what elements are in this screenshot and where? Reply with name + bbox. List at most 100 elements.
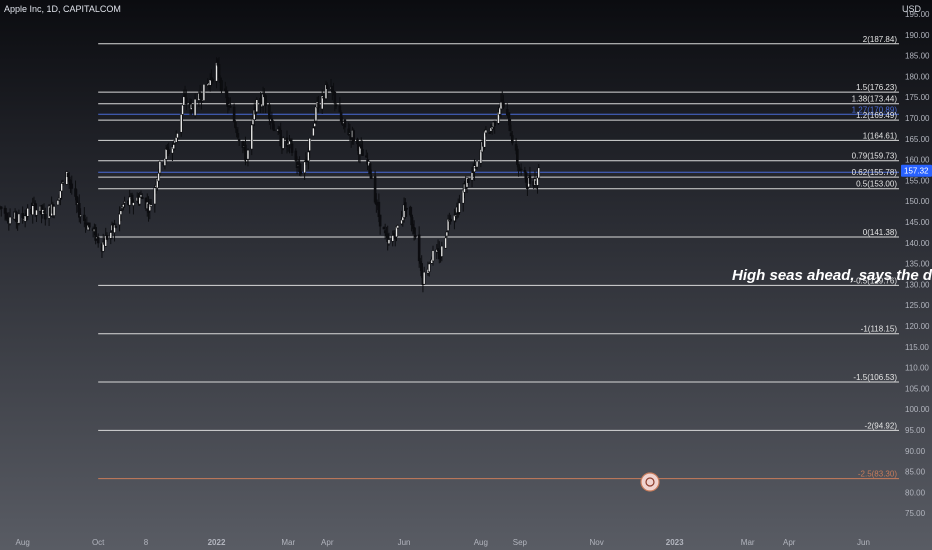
candle xyxy=(96,233,100,248)
candle xyxy=(537,164,541,181)
candle-body xyxy=(405,207,408,210)
candle xyxy=(255,97,259,113)
candle-body xyxy=(382,227,386,230)
candle xyxy=(234,120,237,130)
candle xyxy=(208,73,212,92)
candle-body xyxy=(361,149,364,156)
time-tick-label: Apr xyxy=(321,538,334,547)
candle xyxy=(153,185,157,213)
candle-body xyxy=(325,84,329,89)
candle xyxy=(458,194,461,215)
time-tick-label: Sep xyxy=(513,538,528,547)
candle-body xyxy=(251,118,255,125)
candle-body xyxy=(172,144,176,150)
price-tick-label: 125.00 xyxy=(905,301,930,310)
candle-body xyxy=(120,206,124,209)
candle-body xyxy=(409,206,412,216)
candle xyxy=(246,148,250,167)
price-axis[interactable]: 75.00 80.00 85.00 90.00 95.00 100.00 105.00 110… xyxy=(901,10,932,518)
candle xyxy=(217,57,221,81)
candle-body xyxy=(211,78,215,82)
candle xyxy=(232,103,236,124)
candle-body xyxy=(508,119,512,132)
candle-body xyxy=(246,149,250,160)
candle-body xyxy=(130,194,134,204)
candle xyxy=(167,142,170,157)
candle xyxy=(0,206,3,217)
candle xyxy=(466,178,470,186)
candle-body xyxy=(31,205,35,216)
candle-body xyxy=(294,150,298,161)
candle xyxy=(449,214,452,225)
candle xyxy=(128,189,131,214)
candle xyxy=(519,163,523,176)
price-tick-label: 100.00 xyxy=(905,405,930,414)
symbol-title[interactable]: Apple Inc, 1D, CAPITALCOM xyxy=(4,4,121,14)
candle-body xyxy=(303,161,306,174)
candle-body xyxy=(67,176,71,181)
candle-body xyxy=(52,206,56,216)
candle xyxy=(440,241,444,262)
candle-body xyxy=(182,96,186,106)
time-tick-label: Mar xyxy=(741,538,755,547)
last-price-label: 157.32 xyxy=(904,167,929,176)
time-tick-label: 2023 xyxy=(666,538,684,547)
candle-body xyxy=(516,148,519,165)
candle-body xyxy=(26,207,29,217)
candle-body xyxy=(140,197,144,199)
event-marker[interactable] xyxy=(640,472,660,492)
price-tick-label: 160.00 xyxy=(905,156,930,165)
candle-body xyxy=(229,106,232,108)
candle xyxy=(138,192,142,207)
fib-level-label: -0.5(129.76) xyxy=(853,276,897,285)
overlay-headline: High seas ahead, says the dr xyxy=(732,267,932,284)
candle xyxy=(113,219,116,242)
candle xyxy=(285,130,289,154)
candle xyxy=(224,81,227,93)
candle xyxy=(370,169,373,179)
price-tick-label: 80.00 xyxy=(905,488,926,497)
time-axis[interactable]: Aug Oct 8 2022 Mar Apr Jun Aug Sep Nov 2023 Mar Apr J… xyxy=(16,538,870,547)
candle xyxy=(361,140,364,156)
candle xyxy=(264,94,267,114)
candle-body xyxy=(454,214,457,217)
candle xyxy=(414,228,417,240)
candle xyxy=(268,102,271,125)
candle xyxy=(206,78,209,87)
candle xyxy=(229,97,232,108)
candle xyxy=(444,236,447,249)
candle xyxy=(273,124,276,132)
candle-body xyxy=(356,138,359,145)
fib-level-label: 0.79(159.73) xyxy=(852,152,898,161)
candle-body xyxy=(431,250,435,262)
event-marker-icon[interactable] xyxy=(640,472,660,492)
last-price-badge xyxy=(901,164,932,177)
candle-body xyxy=(198,92,202,99)
fib-retracement-tool[interactable]: 2(187.84) 1.5(176.23) 1.38(173.44)1.27(170… xyxy=(98,35,899,480)
candle xyxy=(42,203,46,215)
fib-level-label: -1(118.15) xyxy=(861,325,898,334)
fib-level-label: 1.2(169.49) xyxy=(856,111,897,120)
price-tick-label: 135.00 xyxy=(905,260,930,269)
candle xyxy=(516,145,519,168)
candle-body xyxy=(314,106,318,122)
candle-body xyxy=(474,166,478,169)
candle-body xyxy=(244,144,247,161)
candle-body xyxy=(271,120,275,130)
price-tick-label: 95.00 xyxy=(905,426,926,435)
candle-body xyxy=(493,120,496,126)
candle xyxy=(417,226,421,268)
candle-body xyxy=(193,98,197,116)
candle-body xyxy=(317,102,320,108)
price-tick-label: 105.00 xyxy=(905,384,930,393)
candle-body xyxy=(220,80,223,91)
candle-body xyxy=(114,226,118,228)
candle-body xyxy=(250,124,254,150)
candle-body xyxy=(377,201,381,218)
candle xyxy=(193,93,197,118)
candle xyxy=(52,204,56,219)
candle-body xyxy=(392,233,396,236)
candle-body xyxy=(298,163,301,173)
candle-body xyxy=(473,165,476,173)
